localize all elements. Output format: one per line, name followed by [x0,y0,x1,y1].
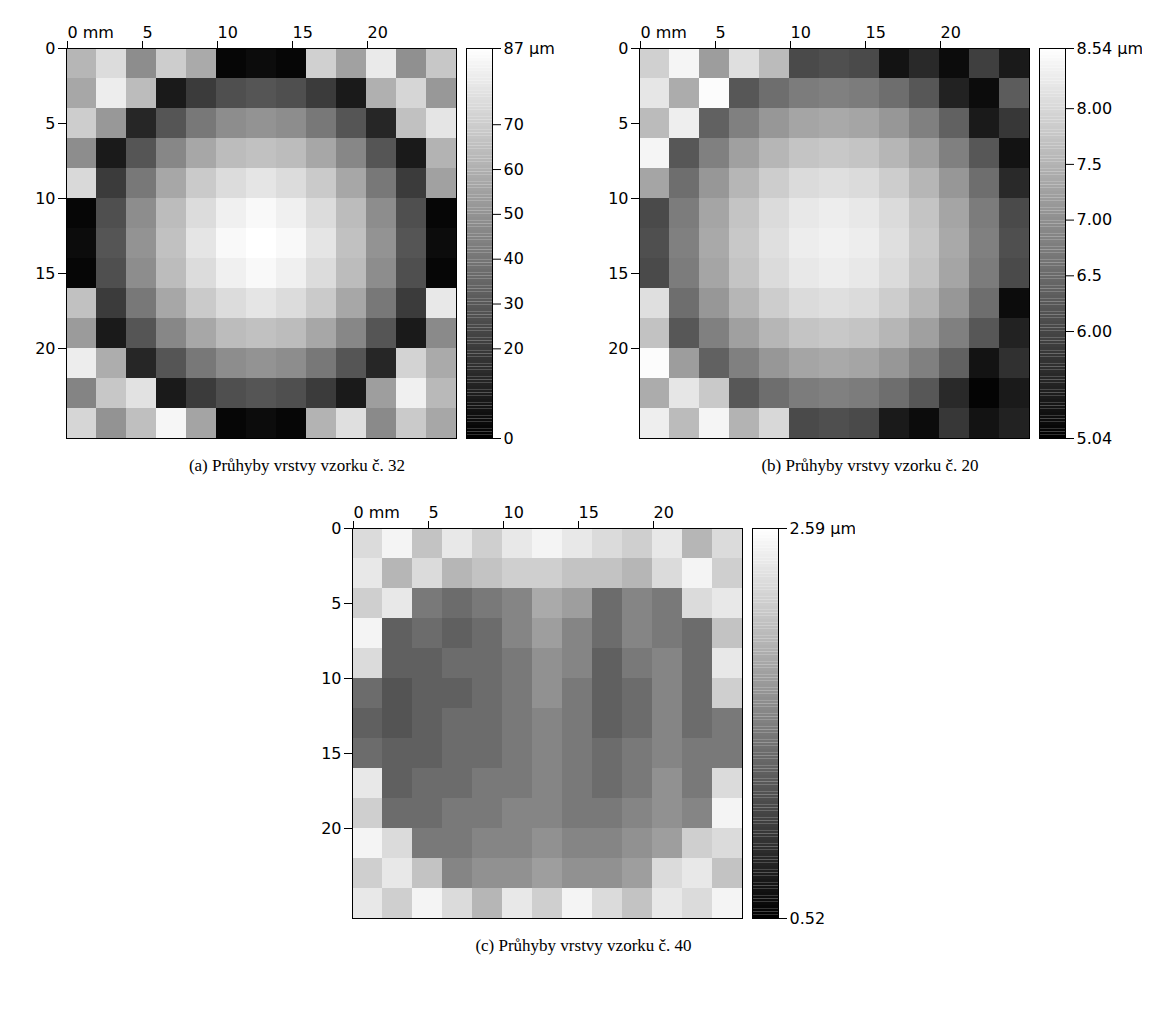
svg-text:50: 50 [503,204,523,223]
svg-text:7.00: 7.00 [1076,210,1112,229]
svg-text:10: 10 [35,189,55,208]
svg-text:20: 20 [503,339,523,358]
svg-text:0 mm: 0 mm [354,503,400,522]
svg-text:8.54 µm: 8.54 µm [1076,39,1142,58]
svg-text:5: 5 [715,23,725,42]
svg-text:20: 20 [608,339,628,358]
svg-text:5: 5 [142,23,152,42]
svg-text:0: 0 [331,519,341,538]
svg-text:0: 0 [45,39,55,58]
svg-text:0.52: 0.52 [790,909,826,928]
svg-text:6.00: 6.00 [1076,322,1112,341]
svg-text:15: 15 [292,23,312,42]
svg-text:20: 20 [321,819,341,838]
svg-text:5: 5 [618,114,628,133]
svg-text:0: 0 [618,39,628,58]
svg-text:15: 15 [865,23,885,42]
svg-text:5: 5 [429,503,439,522]
svg-text:15: 15 [35,264,55,283]
html-text:(c) Průhyby vrstvy vzorku č. 4: (c) Průhyby vrstvy vzorku č. 40 [475,936,692,955]
svg-text:70: 70 [503,115,523,134]
svg-text:15: 15 [579,503,599,522]
svg-text:5: 5 [331,594,341,613]
svg-text:5.04: 5.04 [1076,429,1112,448]
svg-text:15: 15 [321,744,341,763]
svg-text:0 mm: 0 mm [67,23,113,42]
svg-text:8.00: 8.00 [1076,99,1112,118]
svg-text:0 mm: 0 mm [640,23,686,42]
svg-text:10: 10 [790,23,810,42]
svg-text:0: 0 [503,429,513,448]
svg-text:40: 40 [503,249,523,268]
svg-text:15: 15 [608,264,628,283]
svg-text:20: 20 [654,503,674,522]
svg-text:7.5: 7.5 [1076,155,1101,174]
svg-text:10: 10 [608,189,628,208]
svg-text:20: 20 [940,23,960,42]
svg-text:60: 60 [503,160,523,179]
svg-text:87 µm: 87 µm [503,39,554,58]
html-text:(a) Průhyby vrstvy vzorku č. 3: (a) Průhyby vrstvy vzorku č. 32 [188,456,406,475]
svg-text:10: 10 [504,503,524,522]
svg-text:30: 30 [503,294,523,313]
svg-text:10: 10 [321,669,341,688]
svg-text:6.5: 6.5 [1076,266,1101,285]
html-text:(b) Průhyby vrstvy vzorku č. 2: (b) Průhyby vrstvy vzorku č. 20 [761,456,979,475]
svg-text:10: 10 [217,23,237,42]
svg-text:5: 5 [45,114,55,133]
svg-text:20: 20 [367,23,387,42]
svg-text:20: 20 [35,339,55,358]
svg-text:2.59 µm: 2.59 µm [790,519,856,538]
